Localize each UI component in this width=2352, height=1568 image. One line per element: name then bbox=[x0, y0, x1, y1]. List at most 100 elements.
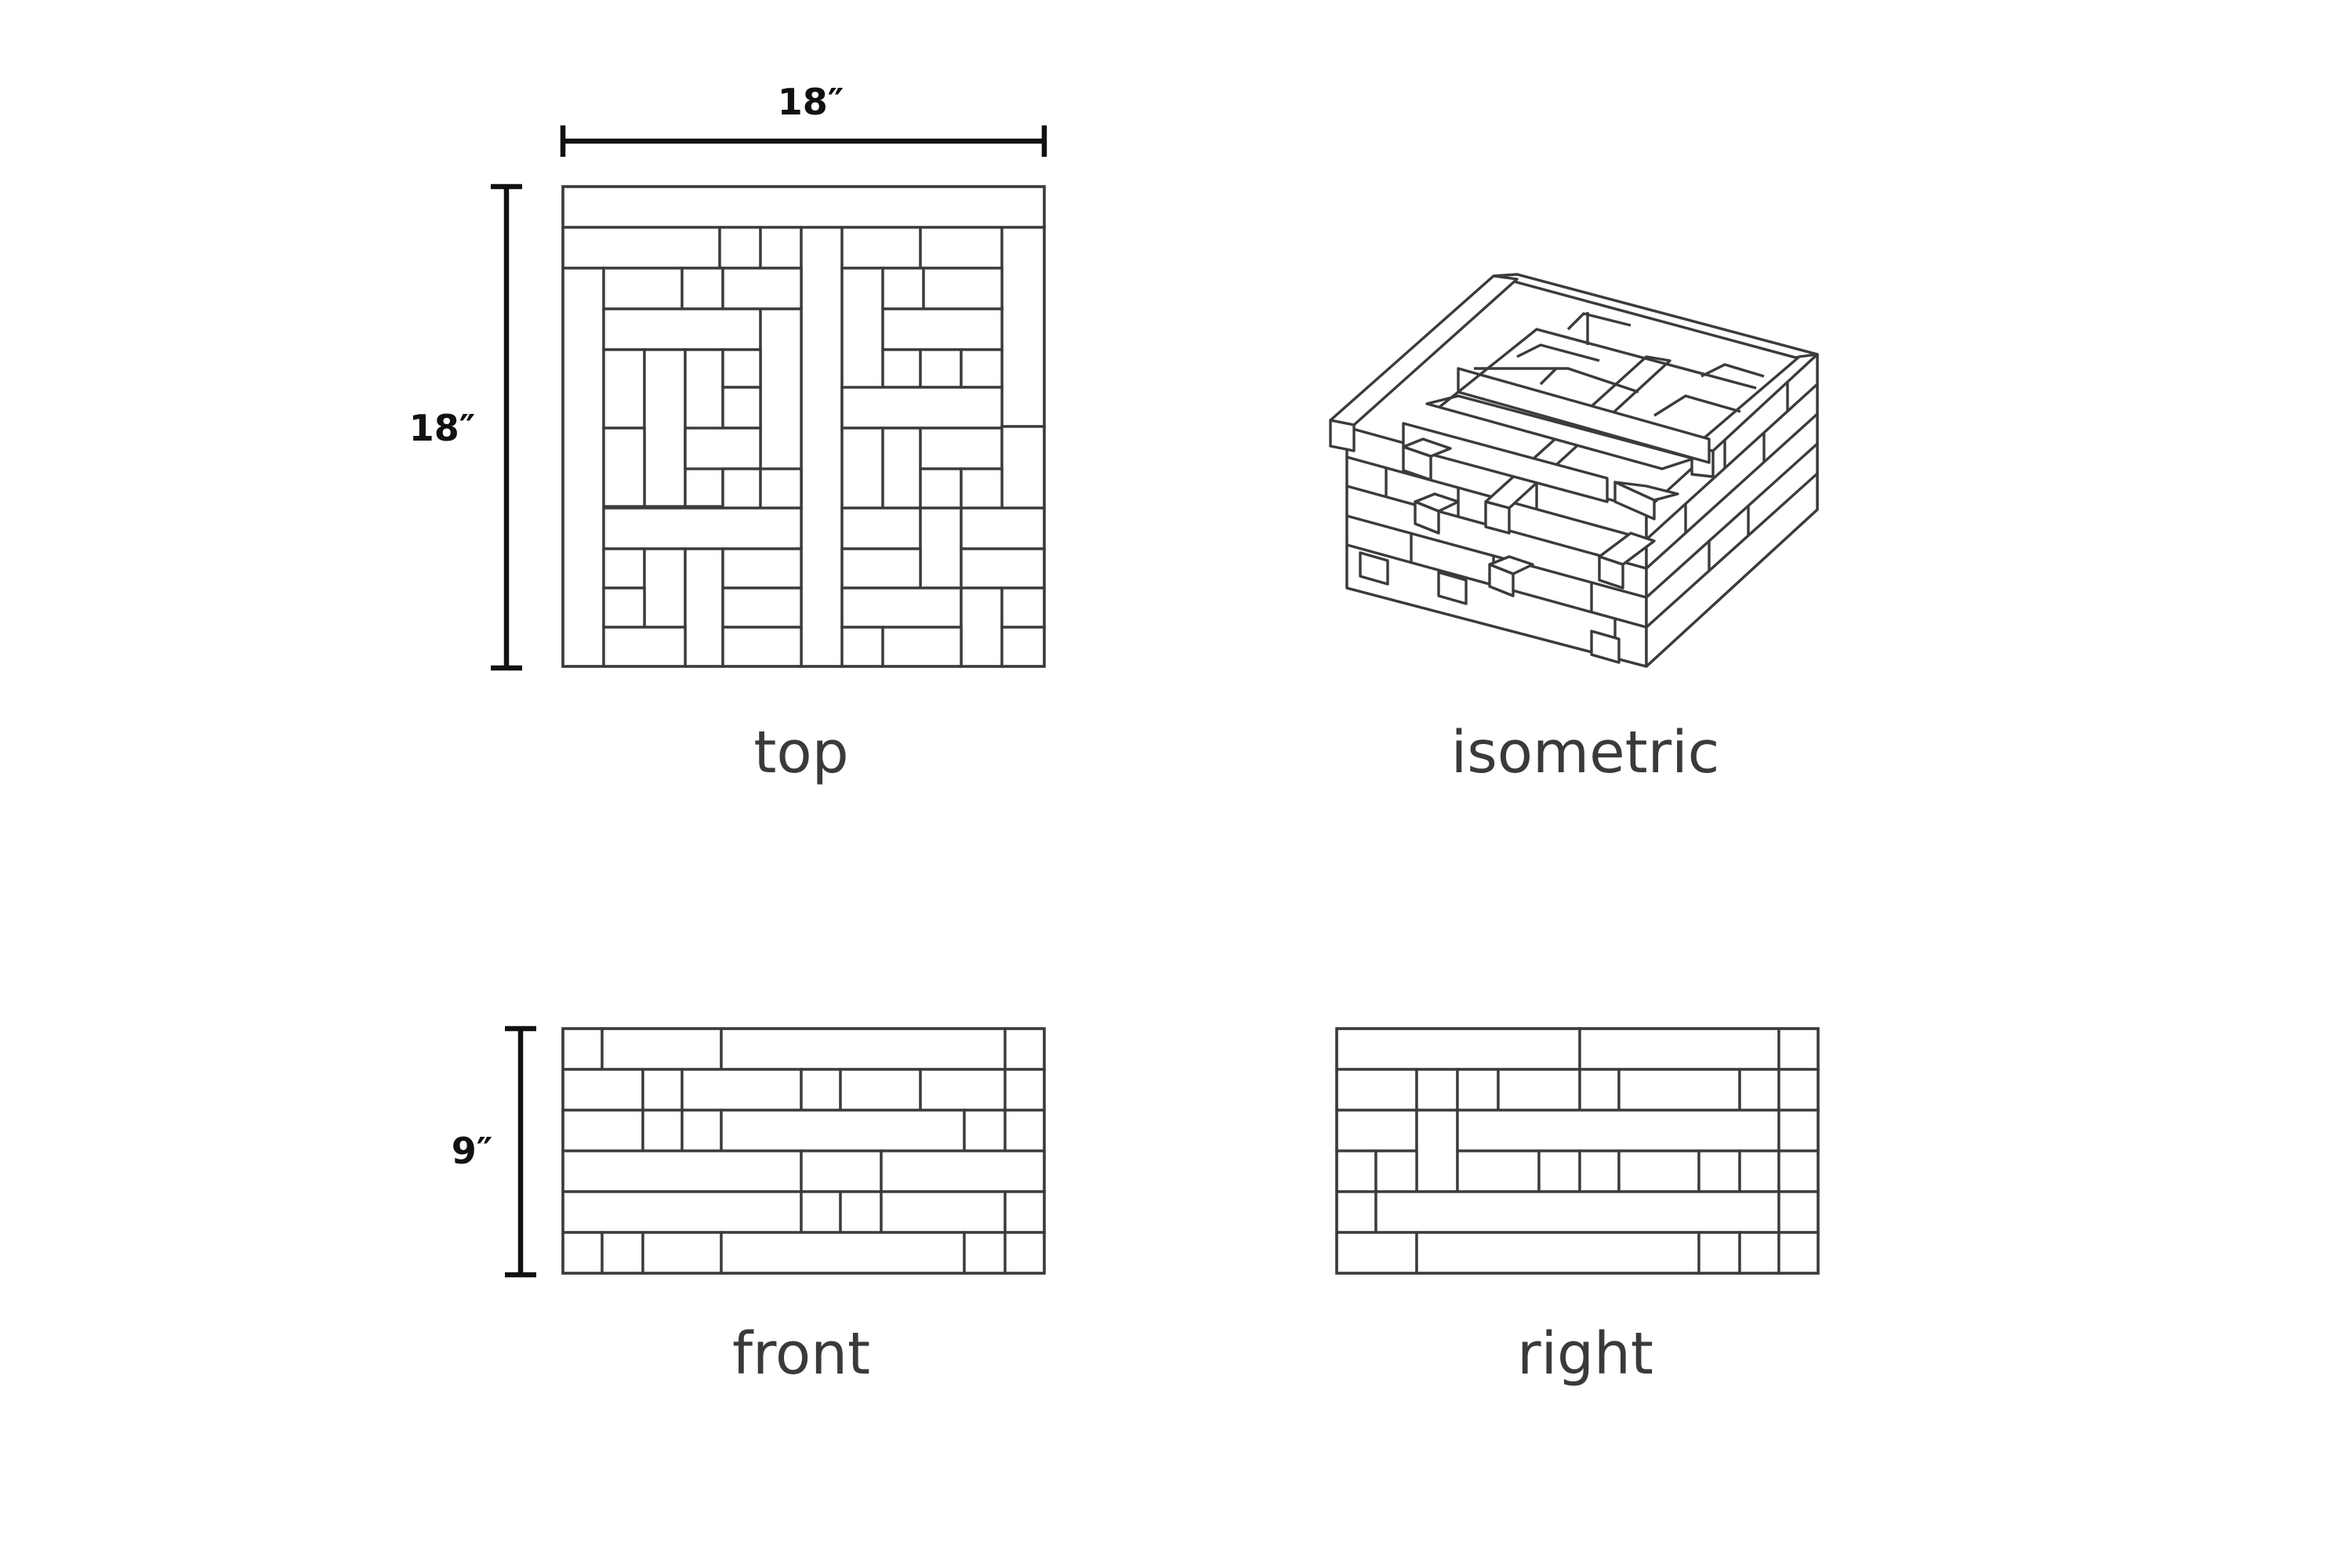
iso-foot bbox=[1437, 571, 1468, 605]
top-block bbox=[602, 506, 803, 550]
top-block bbox=[602, 348, 646, 430]
top-block bbox=[960, 467, 1004, 510]
top-block bbox=[919, 426, 1004, 470]
front-block bbox=[839, 1068, 922, 1112]
top-block bbox=[881, 626, 963, 668]
right-view: right bbox=[1335, 1027, 1820, 1388]
front-block bbox=[880, 1190, 1007, 1234]
right-block bbox=[1456, 1109, 1780, 1152]
top-view-blocks bbox=[561, 185, 1046, 668]
front-block bbox=[720, 1231, 966, 1275]
front-block bbox=[1004, 1027, 1046, 1071]
top-block bbox=[602, 426, 646, 508]
top-block bbox=[721, 586, 803, 629]
right-block bbox=[1537, 1149, 1581, 1193]
top-block bbox=[1000, 586, 1046, 629]
front-view-outline bbox=[561, 1027, 1046, 1275]
right-block bbox=[1617, 1068, 1741, 1112]
top-view-caption: top bbox=[753, 719, 848, 786]
front-block bbox=[1004, 1109, 1046, 1152]
right-block bbox=[1335, 1109, 1418, 1152]
top-block bbox=[561, 185, 1046, 229]
top-block bbox=[602, 307, 762, 351]
top-block bbox=[759, 226, 803, 270]
right-block bbox=[1697, 1231, 1741, 1275]
top-block bbox=[840, 386, 1004, 430]
right-view-caption: right bbox=[1517, 1320, 1653, 1388]
iso-inner-edge bbox=[1539, 367, 1558, 386]
front-block bbox=[561, 1149, 803, 1193]
right-block bbox=[1335, 1068, 1418, 1112]
right-block bbox=[1415, 1068, 1459, 1112]
right-block bbox=[1738, 1149, 1780, 1193]
front-block bbox=[720, 1109, 966, 1152]
front-block bbox=[561, 1068, 644, 1112]
top-block bbox=[721, 626, 803, 668]
front-block bbox=[641, 1231, 723, 1275]
right-block bbox=[1738, 1231, 1780, 1275]
front-block bbox=[681, 1068, 803, 1112]
iso-short-block-face bbox=[1488, 563, 1515, 597]
front-block bbox=[800, 1190, 842, 1234]
top-width-label: 18″ bbox=[778, 81, 844, 123]
top-depth-dimension: 18″ bbox=[409, 183, 522, 671]
front-view-blocks bbox=[561, 1027, 1046, 1275]
iso-short-block-face bbox=[1414, 500, 1440, 535]
front-block bbox=[839, 1190, 883, 1234]
isometric-view-caption: isometric bbox=[1451, 719, 1720, 786]
right-block bbox=[1738, 1068, 1780, 1112]
iso-short-block-face bbox=[1613, 481, 1656, 521]
right-block bbox=[1777, 1231, 1820, 1275]
right-block bbox=[1617, 1149, 1700, 1193]
iso-course bbox=[1645, 442, 1819, 599]
top-block bbox=[602, 586, 646, 629]
right-block bbox=[1335, 1027, 1581, 1071]
front-height-dimension: 9″ bbox=[452, 1025, 536, 1278]
front-block bbox=[641, 1109, 684, 1152]
top-block bbox=[919, 348, 963, 389]
right-block bbox=[1335, 1231, 1418, 1275]
top-block bbox=[602, 267, 684, 310]
right-block bbox=[1374, 1149, 1418, 1193]
front-block bbox=[720, 1027, 1007, 1071]
iso-top-beam-end bbox=[1329, 419, 1356, 452]
iso-inner-edge bbox=[1653, 394, 1741, 417]
right-block bbox=[1777, 1149, 1820, 1193]
top-width-dimension: 18″ bbox=[560, 81, 1047, 157]
front-block bbox=[800, 1149, 883, 1193]
top-block bbox=[840, 506, 922, 550]
top-block bbox=[684, 547, 724, 668]
front-view-caption: front bbox=[732, 1320, 870, 1388]
iso-short-block-face bbox=[1598, 555, 1624, 590]
top-block bbox=[561, 267, 605, 668]
top-block bbox=[960, 506, 1046, 550]
front-block bbox=[800, 1068, 842, 1112]
iso-foot bbox=[1590, 630, 1621, 664]
front-block bbox=[561, 1027, 604, 1071]
top-block bbox=[1000, 626, 1046, 668]
right-block bbox=[1777, 1190, 1820, 1234]
front-block bbox=[963, 1231, 1007, 1275]
top-block bbox=[721, 467, 762, 510]
iso-inner-edge bbox=[1474, 367, 1639, 394]
front-height-label: 9″ bbox=[452, 1130, 493, 1172]
front-block bbox=[963, 1109, 1007, 1152]
iso-course bbox=[1645, 412, 1819, 570]
right-block bbox=[1415, 1109, 1459, 1193]
top-block bbox=[881, 307, 1004, 351]
iso-cross-beam-end bbox=[1484, 500, 1511, 535]
top-block bbox=[759, 467, 803, 510]
right-block bbox=[1415, 1231, 1700, 1275]
right-block bbox=[1497, 1068, 1581, 1112]
front-block bbox=[601, 1231, 644, 1275]
top-block bbox=[561, 226, 721, 270]
right-block bbox=[1335, 1190, 1377, 1234]
iso-short-block-face bbox=[1402, 445, 1432, 481]
right-block bbox=[1777, 1068, 1820, 1112]
right-block bbox=[1777, 1027, 1820, 1071]
top-block bbox=[919, 506, 963, 590]
iso-inner-edge bbox=[1566, 312, 1632, 331]
top-block bbox=[960, 586, 1004, 668]
iso-course bbox=[1645, 472, 1819, 629]
